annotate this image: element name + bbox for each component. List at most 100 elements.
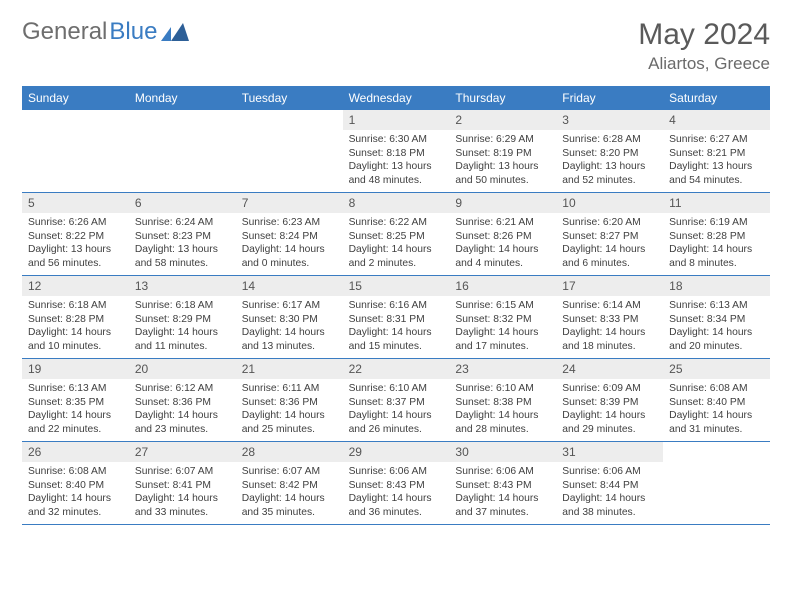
calendar-cell: 9Sunrise: 6:21 AMSunset: 8:26 PMDaylight…: [449, 193, 556, 275]
sunrise-text: Sunrise: 6:12 AM: [135, 382, 230, 396]
calendar-cell: 10Sunrise: 6:20 AMSunset: 8:27 PMDayligh…: [556, 193, 663, 275]
daylight-text: Daylight: 14 hours and 38 minutes.: [562, 492, 657, 519]
sunrise-text: Sunrise: 6:16 AM: [349, 299, 444, 313]
brand-text-2: Blue: [109, 18, 157, 46]
sunset-text: Sunset: 8:29 PM: [135, 313, 230, 327]
calendar-cell: 4Sunrise: 6:27 AMSunset: 8:21 PMDaylight…: [663, 110, 770, 192]
sunset-text: Sunset: 8:30 PM: [242, 313, 337, 327]
day-number: 16: [449, 276, 556, 296]
daylight-text: Daylight: 13 hours and 56 minutes.: [28, 243, 123, 270]
sunset-text: Sunset: 8:23 PM: [135, 230, 230, 244]
day-number: 7: [236, 193, 343, 213]
sunrise-text: Sunrise: 6:11 AM: [242, 382, 337, 396]
calendar-cell: 11Sunrise: 6:19 AMSunset: 8:28 PMDayligh…: [663, 193, 770, 275]
sunset-text: Sunset: 8:27 PM: [562, 230, 657, 244]
day-number: 6: [129, 193, 236, 213]
day-details: Sunrise: 6:19 AMSunset: 8:28 PMDaylight:…: [663, 213, 770, 274]
day-details: Sunrise: 6:09 AMSunset: 8:39 PMDaylight:…: [556, 379, 663, 440]
sunrise-text: Sunrise: 6:09 AM: [562, 382, 657, 396]
day-details: Sunrise: 6:08 AMSunset: 8:40 PMDaylight:…: [22, 462, 129, 523]
sunrise-text: Sunrise: 6:13 AM: [28, 382, 123, 396]
sunrise-text: Sunrise: 6:17 AM: [242, 299, 337, 313]
day-details: Sunrise: 6:23 AMSunset: 8:24 PMDaylight:…: [236, 213, 343, 274]
day-number: 2: [449, 110, 556, 130]
sunset-text: Sunset: 8:26 PM: [455, 230, 550, 244]
daylight-text: Daylight: 14 hours and 25 minutes.: [242, 409, 337, 436]
daylight-text: Daylight: 14 hours and 29 minutes.: [562, 409, 657, 436]
sunrise-text: Sunrise: 6:24 AM: [135, 216, 230, 230]
day-details: Sunrise: 6:18 AMSunset: 8:28 PMDaylight:…: [22, 296, 129, 357]
day-details: Sunrise: 6:06 AMSunset: 8:44 PMDaylight:…: [556, 462, 663, 523]
day-details: Sunrise: 6:07 AMSunset: 8:41 PMDaylight:…: [129, 462, 236, 523]
day-details: Sunrise: 6:18 AMSunset: 8:29 PMDaylight:…: [129, 296, 236, 357]
day-details: Sunrise: 6:26 AMSunset: 8:22 PMDaylight:…: [22, 213, 129, 274]
day-details: Sunrise: 6:24 AMSunset: 8:23 PMDaylight:…: [129, 213, 236, 274]
daylight-text: Daylight: 14 hours and 28 minutes.: [455, 409, 550, 436]
day-details: Sunrise: 6:30 AMSunset: 8:18 PMDaylight:…: [343, 130, 450, 191]
day-details: Sunrise: 6:15 AMSunset: 8:32 PMDaylight:…: [449, 296, 556, 357]
daylight-text: Daylight: 14 hours and 32 minutes.: [28, 492, 123, 519]
daylight-text: Daylight: 14 hours and 31 minutes.: [669, 409, 764, 436]
sunrise-text: Sunrise: 6:27 AM: [669, 133, 764, 147]
day-details: Sunrise: 6:12 AMSunset: 8:36 PMDaylight:…: [129, 379, 236, 440]
calendar-page: GeneralBlue May 2024 Aliartos, Greece Su…: [0, 0, 792, 612]
sunset-text: Sunset: 8:43 PM: [455, 479, 550, 493]
day-number: 22: [343, 359, 450, 379]
sunrise-text: Sunrise: 6:07 AM: [242, 465, 337, 479]
daylight-text: Daylight: 14 hours and 22 minutes.: [28, 409, 123, 436]
daylight-text: Daylight: 14 hours and 36 minutes.: [349, 492, 444, 519]
sunset-text: Sunset: 8:25 PM: [349, 230, 444, 244]
day-number: 5: [22, 193, 129, 213]
daylight-text: Daylight: 13 hours and 58 minutes.: [135, 243, 230, 270]
day-details: Sunrise: 6:07 AMSunset: 8:42 PMDaylight:…: [236, 462, 343, 523]
day-details: Sunrise: 6:10 AMSunset: 8:37 PMDaylight:…: [343, 379, 450, 440]
calendar-cell: 17Sunrise: 6:14 AMSunset: 8:33 PMDayligh…: [556, 276, 663, 358]
sunset-text: Sunset: 8:20 PM: [562, 147, 657, 161]
sunset-text: Sunset: 8:43 PM: [349, 479, 444, 493]
calendar-cell: 7Sunrise: 6:23 AMSunset: 8:24 PMDaylight…: [236, 193, 343, 275]
calendar-cell: 6Sunrise: 6:24 AMSunset: 8:23 PMDaylight…: [129, 193, 236, 275]
sunset-text: Sunset: 8:40 PM: [28, 479, 123, 493]
calendar-cell: 24Sunrise: 6:09 AMSunset: 8:39 PMDayligh…: [556, 359, 663, 441]
daylight-text: Daylight: 13 hours and 48 minutes.: [349, 160, 444, 187]
calendar-cell: .: [22, 110, 129, 192]
daylight-text: Daylight: 14 hours and 2 minutes.: [349, 243, 444, 270]
day-number: 9: [449, 193, 556, 213]
day-number: 25: [663, 359, 770, 379]
day-number: 3: [556, 110, 663, 130]
sunset-text: Sunset: 8:42 PM: [242, 479, 337, 493]
daylight-text: Daylight: 14 hours and 15 minutes.: [349, 326, 444, 353]
sunrise-text: Sunrise: 6:28 AM: [562, 133, 657, 147]
daylight-text: Daylight: 14 hours and 26 minutes.: [349, 409, 444, 436]
calendar-week: 12Sunrise: 6:18 AMSunset: 8:28 PMDayligh…: [22, 276, 770, 359]
sunset-text: Sunset: 8:41 PM: [135, 479, 230, 493]
sunrise-text: Sunrise: 6:23 AM: [242, 216, 337, 230]
sunrise-text: Sunrise: 6:10 AM: [455, 382, 550, 396]
sunset-text: Sunset: 8:19 PM: [455, 147, 550, 161]
day-number: 31: [556, 442, 663, 462]
sunrise-text: Sunrise: 6:06 AM: [455, 465, 550, 479]
day-number: 27: [129, 442, 236, 462]
calendar-cell: 5Sunrise: 6:26 AMSunset: 8:22 PMDaylight…: [22, 193, 129, 275]
day-details: Sunrise: 6:08 AMSunset: 8:40 PMDaylight:…: [663, 379, 770, 440]
calendar-cell: 8Sunrise: 6:22 AMSunset: 8:25 PMDaylight…: [343, 193, 450, 275]
calendar-cell: 12Sunrise: 6:18 AMSunset: 8:28 PMDayligh…: [22, 276, 129, 358]
day-details: Sunrise: 6:20 AMSunset: 8:27 PMDaylight:…: [556, 213, 663, 274]
day-details: Sunrise: 6:28 AMSunset: 8:20 PMDaylight:…: [556, 130, 663, 191]
sunset-text: Sunset: 8:39 PM: [562, 396, 657, 410]
calendar-cell: 31Sunrise: 6:06 AMSunset: 8:44 PMDayligh…: [556, 442, 663, 524]
sunrise-text: Sunrise: 6:26 AM: [28, 216, 123, 230]
daylight-text: Daylight: 14 hours and 17 minutes.: [455, 326, 550, 353]
month-title: May 2024: [638, 18, 770, 52]
weekday-header: Thursday: [449, 86, 556, 110]
sunset-text: Sunset: 8:21 PM: [669, 147, 764, 161]
sunrise-text: Sunrise: 6:20 AM: [562, 216, 657, 230]
day-details: Sunrise: 6:13 AMSunset: 8:35 PMDaylight:…: [22, 379, 129, 440]
calendar-week: 26Sunrise: 6:08 AMSunset: 8:40 PMDayligh…: [22, 442, 770, 525]
sunset-text: Sunset: 8:18 PM: [349, 147, 444, 161]
sunrise-text: Sunrise: 6:18 AM: [135, 299, 230, 313]
sunset-text: Sunset: 8:36 PM: [135, 396, 230, 410]
day-number: 23: [449, 359, 556, 379]
location-label: Aliartos, Greece: [638, 54, 770, 74]
day-details: Sunrise: 6:11 AMSunset: 8:36 PMDaylight:…: [236, 379, 343, 440]
